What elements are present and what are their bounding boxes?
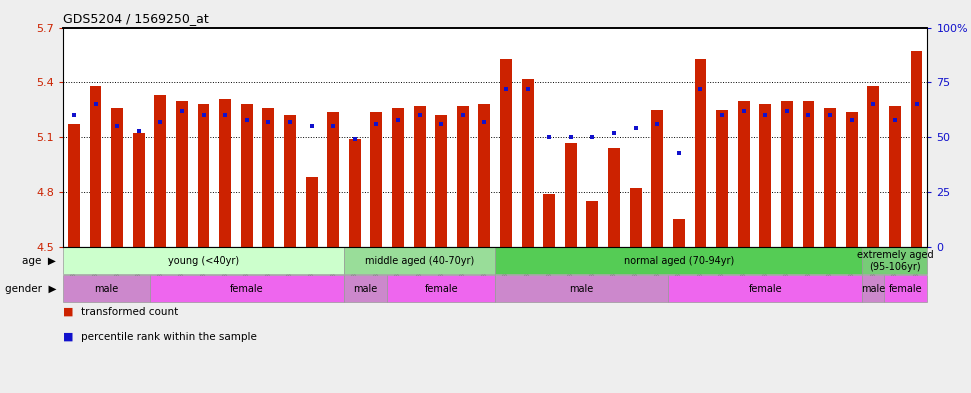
Bar xyxy=(911,51,922,247)
Bar xyxy=(285,115,296,247)
Bar xyxy=(759,104,771,247)
Bar xyxy=(694,59,706,247)
Bar xyxy=(150,275,344,302)
Bar xyxy=(867,86,879,247)
Bar xyxy=(198,104,210,247)
Bar xyxy=(457,106,469,247)
Text: male: male xyxy=(353,284,378,294)
Bar xyxy=(392,108,404,247)
Text: middle aged (40-70yr): middle aged (40-70yr) xyxy=(365,256,474,266)
Bar xyxy=(717,110,728,247)
Bar xyxy=(133,134,145,247)
Bar xyxy=(241,104,252,247)
Text: male: male xyxy=(94,284,118,294)
Bar xyxy=(565,143,577,247)
Bar xyxy=(521,79,533,247)
Bar xyxy=(846,112,857,247)
Bar xyxy=(306,177,318,247)
Bar xyxy=(387,275,495,302)
Bar xyxy=(63,275,150,302)
Bar xyxy=(652,110,663,247)
Bar xyxy=(803,101,815,247)
Bar xyxy=(862,247,927,274)
Text: gender  ▶: gender ▶ xyxy=(5,284,56,294)
Bar xyxy=(176,101,187,247)
Bar xyxy=(586,201,598,247)
Bar xyxy=(668,275,862,302)
Bar xyxy=(112,108,123,247)
Bar xyxy=(738,101,750,247)
Text: male: male xyxy=(861,284,886,294)
Text: percentile rank within the sample: percentile rank within the sample xyxy=(81,332,256,342)
Text: female: female xyxy=(230,284,263,294)
Bar xyxy=(89,86,101,247)
Bar xyxy=(327,112,339,247)
Bar xyxy=(862,275,884,302)
Bar xyxy=(154,95,166,247)
Text: age  ▶: age ▶ xyxy=(22,256,56,266)
Bar xyxy=(262,108,274,247)
Bar xyxy=(344,247,495,274)
Bar xyxy=(344,275,387,302)
Text: GDS5204 / 1569250_at: GDS5204 / 1569250_at xyxy=(63,12,209,25)
Bar xyxy=(371,112,383,247)
Text: extremely aged
(95-106yr): extremely aged (95-106yr) xyxy=(856,250,933,272)
Bar xyxy=(630,188,642,247)
Bar xyxy=(68,124,80,247)
Text: male: male xyxy=(570,284,593,294)
Text: female: female xyxy=(749,284,782,294)
Bar xyxy=(414,106,425,247)
Bar xyxy=(781,101,792,247)
Bar xyxy=(673,219,685,247)
Bar xyxy=(435,115,447,247)
Bar xyxy=(219,99,231,247)
Bar xyxy=(884,275,927,302)
Bar xyxy=(544,194,555,247)
Bar xyxy=(889,106,901,247)
Text: ■: ■ xyxy=(63,332,74,342)
Text: young (<40yr): young (<40yr) xyxy=(168,256,239,266)
Text: ■: ■ xyxy=(63,307,74,316)
Bar xyxy=(495,275,668,302)
Bar xyxy=(495,247,862,274)
Bar xyxy=(349,139,360,247)
Bar xyxy=(63,247,344,274)
Text: female: female xyxy=(888,284,922,294)
Bar xyxy=(500,59,512,247)
Bar xyxy=(479,104,490,247)
Bar xyxy=(824,108,836,247)
Text: transformed count: transformed count xyxy=(81,307,178,316)
Text: female: female xyxy=(424,284,458,294)
Text: normal aged (70-94yr): normal aged (70-94yr) xyxy=(623,256,734,266)
Bar xyxy=(608,148,619,247)
